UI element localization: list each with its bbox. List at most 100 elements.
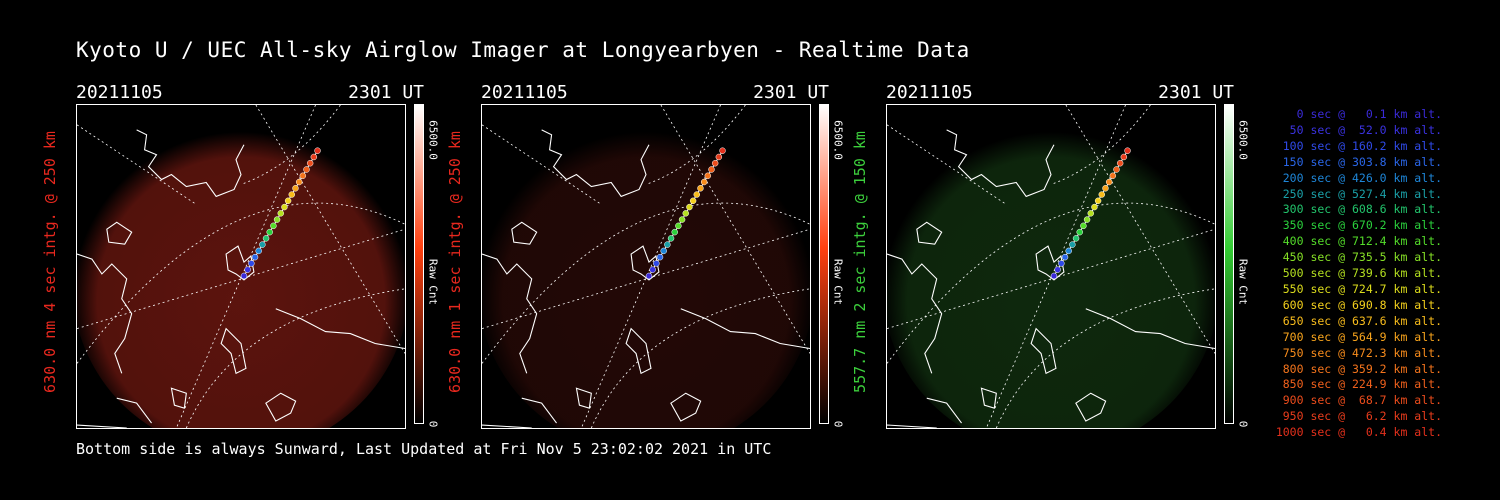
coastline	[625, 327, 652, 375]
grid-line	[1050, 105, 1151, 185]
coastline	[265, 392, 297, 422]
legend-row: 900 sec @ 68.7 km alt.	[1282, 393, 1442, 408]
trajectory-point	[711, 160, 719, 167]
trajectory-point	[255, 247, 262, 255]
trajectory-point	[671, 228, 678, 236]
colorbar-min-label: 0	[426, 420, 440, 428]
trajectory-point	[1124, 147, 1131, 154]
coastline	[1085, 308, 1215, 350]
trajectory-point	[1069, 241, 1076, 248]
coastline-svalbard	[1035, 245, 1065, 281]
trajectory-point	[1109, 172, 1117, 179]
panel-time: 2301 UT	[753, 82, 829, 103]
trajectory-point	[1050, 272, 1058, 280]
trajectory-point	[689, 197, 697, 205]
allsky-map	[481, 104, 811, 429]
trajectory-point	[675, 222, 682, 230]
grid-line	[77, 202, 405, 364]
legend-row: 500 sec @ 739.6 km alt.	[1282, 266, 1442, 281]
coastline	[887, 424, 937, 428]
legend-row: 550 sec @ 724.7 km alt.	[1282, 281, 1442, 296]
trajectory-point	[270, 222, 277, 230]
colorbar-unit-label: Raw Cnt	[1236, 258, 1250, 306]
coastline	[77, 253, 133, 374]
legend-row: 950 sec @ 6.2 km alt.	[1282, 409, 1442, 424]
trajectory-point	[1058, 260, 1065, 267]
trajectory-point	[715, 153, 723, 161]
allsky-map	[76, 104, 406, 429]
panel-date: 20211105	[886, 82, 973, 103]
grid-line	[887, 202, 1215, 364]
legend-row: 200 sec @ 426.0 km alt.	[1282, 170, 1442, 185]
trajectory-point	[1113, 166, 1120, 173]
grid-line	[590, 288, 810, 428]
trajectory-point	[244, 266, 251, 273]
panel-time: 2301 UT	[1158, 82, 1234, 103]
trajectory-point	[259, 241, 266, 248]
grid-line	[240, 105, 341, 185]
trajectory-point	[1054, 266, 1061, 273]
trajectory-point	[1083, 216, 1091, 223]
coastline	[77, 424, 127, 428]
panel-date: 20211105	[76, 82, 163, 103]
colorbar	[1224, 104, 1234, 424]
trajectory-point	[1098, 191, 1106, 198]
coastline-svalbard	[225, 245, 255, 281]
coastline	[482, 253, 538, 374]
coastline	[275, 308, 405, 350]
coastline	[170, 387, 187, 409]
legend-row: 0 sec @ 0.1 km alt.	[1282, 107, 1442, 121]
trajectory-point	[284, 197, 292, 205]
legend-row: 800 sec @ 359.2 km alt.	[1282, 361, 1442, 376]
trajectory-point	[700, 178, 708, 186]
coastline	[670, 392, 702, 422]
trajectory-point	[649, 266, 656, 273]
coastline	[106, 221, 133, 245]
legend-row: 750 sec @ 472.3 km alt.	[1282, 345, 1442, 360]
trajectory-point	[1061, 253, 1069, 261]
coastline-svalbard	[630, 245, 660, 281]
trajectory-point	[266, 228, 273, 236]
legend-row: 700 sec @ 564.9 km alt.	[1282, 329, 1442, 344]
trajectory-point	[1102, 185, 1109, 192]
trajectory-point	[656, 253, 664, 261]
colorbar	[414, 104, 424, 424]
trajectory-point	[686, 203, 693, 211]
coastline	[926, 397, 962, 424]
allsky-map	[886, 104, 1216, 429]
trajectory-point	[1087, 210, 1094, 217]
trajectory-point	[1072, 235, 1080, 242]
airglow-image	[887, 114, 1215, 428]
grid-line	[255, 105, 405, 354]
trajectory-point	[240, 272, 248, 280]
airglow-image	[77, 114, 405, 428]
colorbar-max-label: 6500.0	[1236, 120, 1250, 160]
trajectory-point	[708, 166, 715, 173]
trajectory-point	[251, 253, 259, 261]
coastline	[1075, 392, 1107, 422]
grid-line	[482, 202, 810, 364]
trajectory-point	[288, 191, 296, 198]
panel-ylabel: 630.0 nm 4 sec intg. @ 250 km	[41, 131, 59, 393]
coastline	[521, 397, 557, 424]
panel-557-2sec: 20211105 2301 UT 557.7 nm 2 sec intg. @ …	[851, 82, 1276, 432]
trajectory-point	[295, 178, 303, 186]
trajectory-point	[667, 235, 675, 242]
coastline	[946, 129, 1055, 198]
grid-line	[482, 124, 602, 205]
trajectory-point	[1094, 197, 1102, 205]
panel-630-1sec: 20211105 2301 UT 630.0 nm 1 sec intg. @ …	[446, 82, 871, 432]
trajectory-point	[704, 172, 712, 179]
trajectory-point	[314, 147, 321, 154]
grid-line	[77, 124, 197, 205]
legend-row: 50 sec @ 52.0 km alt.	[1282, 122, 1442, 137]
trajectory-point	[664, 241, 671, 248]
page-title: Kyoto U / UEC All-sky Airglow Imager at …	[76, 38, 970, 62]
trajectory-point	[682, 210, 689, 217]
colorbar-max-label: 6500.0	[831, 120, 845, 160]
trajectory-point	[306, 160, 314, 167]
grid-line	[185, 288, 405, 428]
colorbar-unit-label: Raw Cnt	[831, 258, 845, 306]
coastline	[680, 308, 810, 350]
trajectory-point	[719, 147, 726, 154]
